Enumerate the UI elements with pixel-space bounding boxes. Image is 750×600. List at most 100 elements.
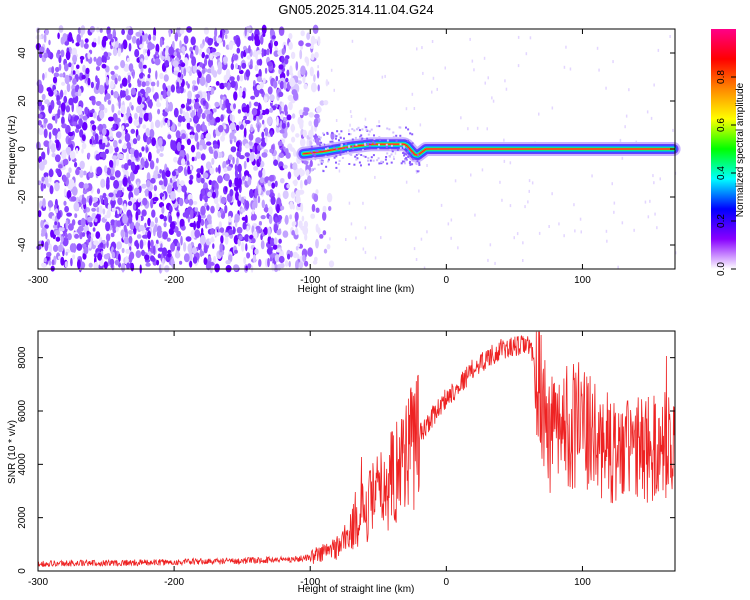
spectrogram-faint-dot <box>494 261 496 265</box>
spectrogram-noise-blob <box>108 116 114 122</box>
spectrogram-sideband-dot <box>365 126 368 129</box>
spectrogram-noise-blob <box>142 124 147 129</box>
spectrogram-noise-blob <box>44 99 50 105</box>
spectrogram-noise-blob <box>148 67 152 74</box>
spectrogram-noise-blob <box>315 136 321 147</box>
spectrogram-noise-blob <box>195 94 201 99</box>
spectrogram-faint-dot <box>405 107 408 111</box>
spectrogram-noise-blob <box>210 228 215 235</box>
spectrogram-noise-blob <box>115 226 119 232</box>
spectrogram-noise-blob <box>224 173 230 182</box>
snr-y-tick-label: 2000 <box>17 506 28 529</box>
spectrogram-noise-blob <box>220 196 227 205</box>
spectrogram-sideband-dot <box>314 153 317 156</box>
spectrogram-faint-dot <box>381 75 384 79</box>
spectrogram-noise-blob <box>68 113 71 120</box>
spectrogram-faint-dot <box>416 47 418 51</box>
spectrogram-noise-blob <box>185 66 191 72</box>
spectrogram-noise-blob <box>80 39 84 48</box>
spectrogram-noise-blob <box>185 81 189 86</box>
spectrogram-noise-blob <box>210 47 217 53</box>
spectrogram-noise-blob <box>147 239 151 250</box>
snr-x-tick-label: 100 <box>574 577 591 588</box>
spectrogram-sideband-dot <box>331 140 334 143</box>
spectrogram-noise-blob <box>245 69 251 78</box>
spectrogram-noise-blob <box>170 84 175 93</box>
spectrogram-faint-dot <box>650 116 653 120</box>
spectrogram-sideband-dot <box>415 163 418 165</box>
spectrogram-sideband-dot <box>390 161 393 164</box>
spectrogram-noise-blob <box>107 33 113 40</box>
spectrogram-noise-blob <box>221 130 226 137</box>
spectrogram-noise-blob <box>288 41 293 50</box>
spectrogram-noise-blob <box>276 248 281 253</box>
spectrogram-noise-blob <box>81 134 86 142</box>
spectrogram-sideband-dot <box>390 153 393 156</box>
spectrogram-noise-blob <box>196 141 200 150</box>
spectrogram-noise-blob <box>105 221 111 232</box>
spectrogram-noise-blob <box>48 104 53 114</box>
spectrogram-noise-blob <box>277 140 283 147</box>
spectrogram-noise-blob <box>213 143 219 149</box>
spectrogram-noise-blob <box>238 87 243 93</box>
spectrogram-noise-blob <box>240 196 245 204</box>
spectrogram-sideband-dot <box>348 133 350 136</box>
spectrogram-faint-dot <box>483 56 486 60</box>
spectrogram-noise-blob <box>138 224 145 232</box>
spectrogram-noise-blob <box>80 217 86 228</box>
spectrogram-noise-blob <box>61 116 65 126</box>
spectrogram-noise-blob <box>246 252 251 259</box>
spectrogram-faint-dot <box>499 180 501 184</box>
spectrogram-noise-blob <box>163 221 167 228</box>
spectrogram-noise-blob <box>306 32 311 40</box>
spectrogram-noise-blob <box>279 262 285 269</box>
spectrogram-noise-blob <box>129 171 135 182</box>
spectrogram-noise-blob <box>160 91 164 95</box>
spectrogram-noise-blob <box>54 114 58 124</box>
spectrogram-noise-blob <box>156 80 160 88</box>
spectrogram-noise-blob <box>142 64 147 69</box>
spectrogram-noise-blob <box>48 39 51 46</box>
snr-y-axis-label: SNR (10 * v/v) <box>7 420 18 484</box>
spectrogram-noise-blob <box>132 69 135 79</box>
spectrogram-faint-dot <box>624 125 626 129</box>
spectrogram-noise-blob <box>254 64 259 72</box>
spectrogram-noise-blob <box>157 108 161 115</box>
spectrogram-noise-blob <box>173 70 180 76</box>
spectrogram-noise-blob <box>47 123 53 130</box>
spectrogram-noise-blob <box>281 101 285 109</box>
spectrogram-noise-blob <box>43 33 47 43</box>
spectrogram-faint-dot <box>431 90 433 94</box>
spectrogram-noise-blob <box>151 137 157 147</box>
spectrogram-noise-blob <box>116 241 122 250</box>
spectrogram-noise-blob <box>247 263 252 269</box>
spectrogram-noise-blob <box>244 152 250 158</box>
spectrogram-noise-blob <box>260 215 266 220</box>
spectrogram-noise-blob <box>167 252 172 258</box>
spectrogram-noise-blob <box>189 260 193 268</box>
spectrogram-sideband-dot <box>411 142 414 145</box>
spectrogram-faint-dot <box>569 67 572 71</box>
spectrogram-faint-dot <box>484 81 486 85</box>
spectrogram-noise-blob <box>237 163 242 173</box>
spectrogram-faint-dot <box>501 198 503 202</box>
spectrogram-noise-blob <box>130 161 136 172</box>
spectrogram-noise-blob <box>145 80 150 87</box>
spectrogram-noise-blob <box>200 153 206 161</box>
spectrogram-sideband-dot <box>319 144 322 147</box>
spectrogram-noise-blob <box>42 73 45 81</box>
spectrogram-faint-dot <box>649 199 651 203</box>
spectrogram-noise-blob <box>251 238 256 244</box>
spectrogram-sideband-dot <box>310 150 313 153</box>
spectrogram-noise-blob <box>224 34 228 39</box>
spectrogram-noise-blob <box>328 260 335 268</box>
spectrogram-sideband-dot <box>376 159 379 162</box>
spectrogram-noise-blob <box>79 261 86 270</box>
spectrogram-noise-blob <box>298 220 303 229</box>
spectrogram-faint-dot <box>426 230 428 234</box>
spectrogram-noise-blob <box>104 165 108 173</box>
spectrogram-faint-dot <box>672 128 674 132</box>
spectrogram-faint-dot <box>474 213 476 217</box>
spectrogram-noise-blob <box>115 210 118 218</box>
spectrogram-noise-blob <box>49 185 54 195</box>
